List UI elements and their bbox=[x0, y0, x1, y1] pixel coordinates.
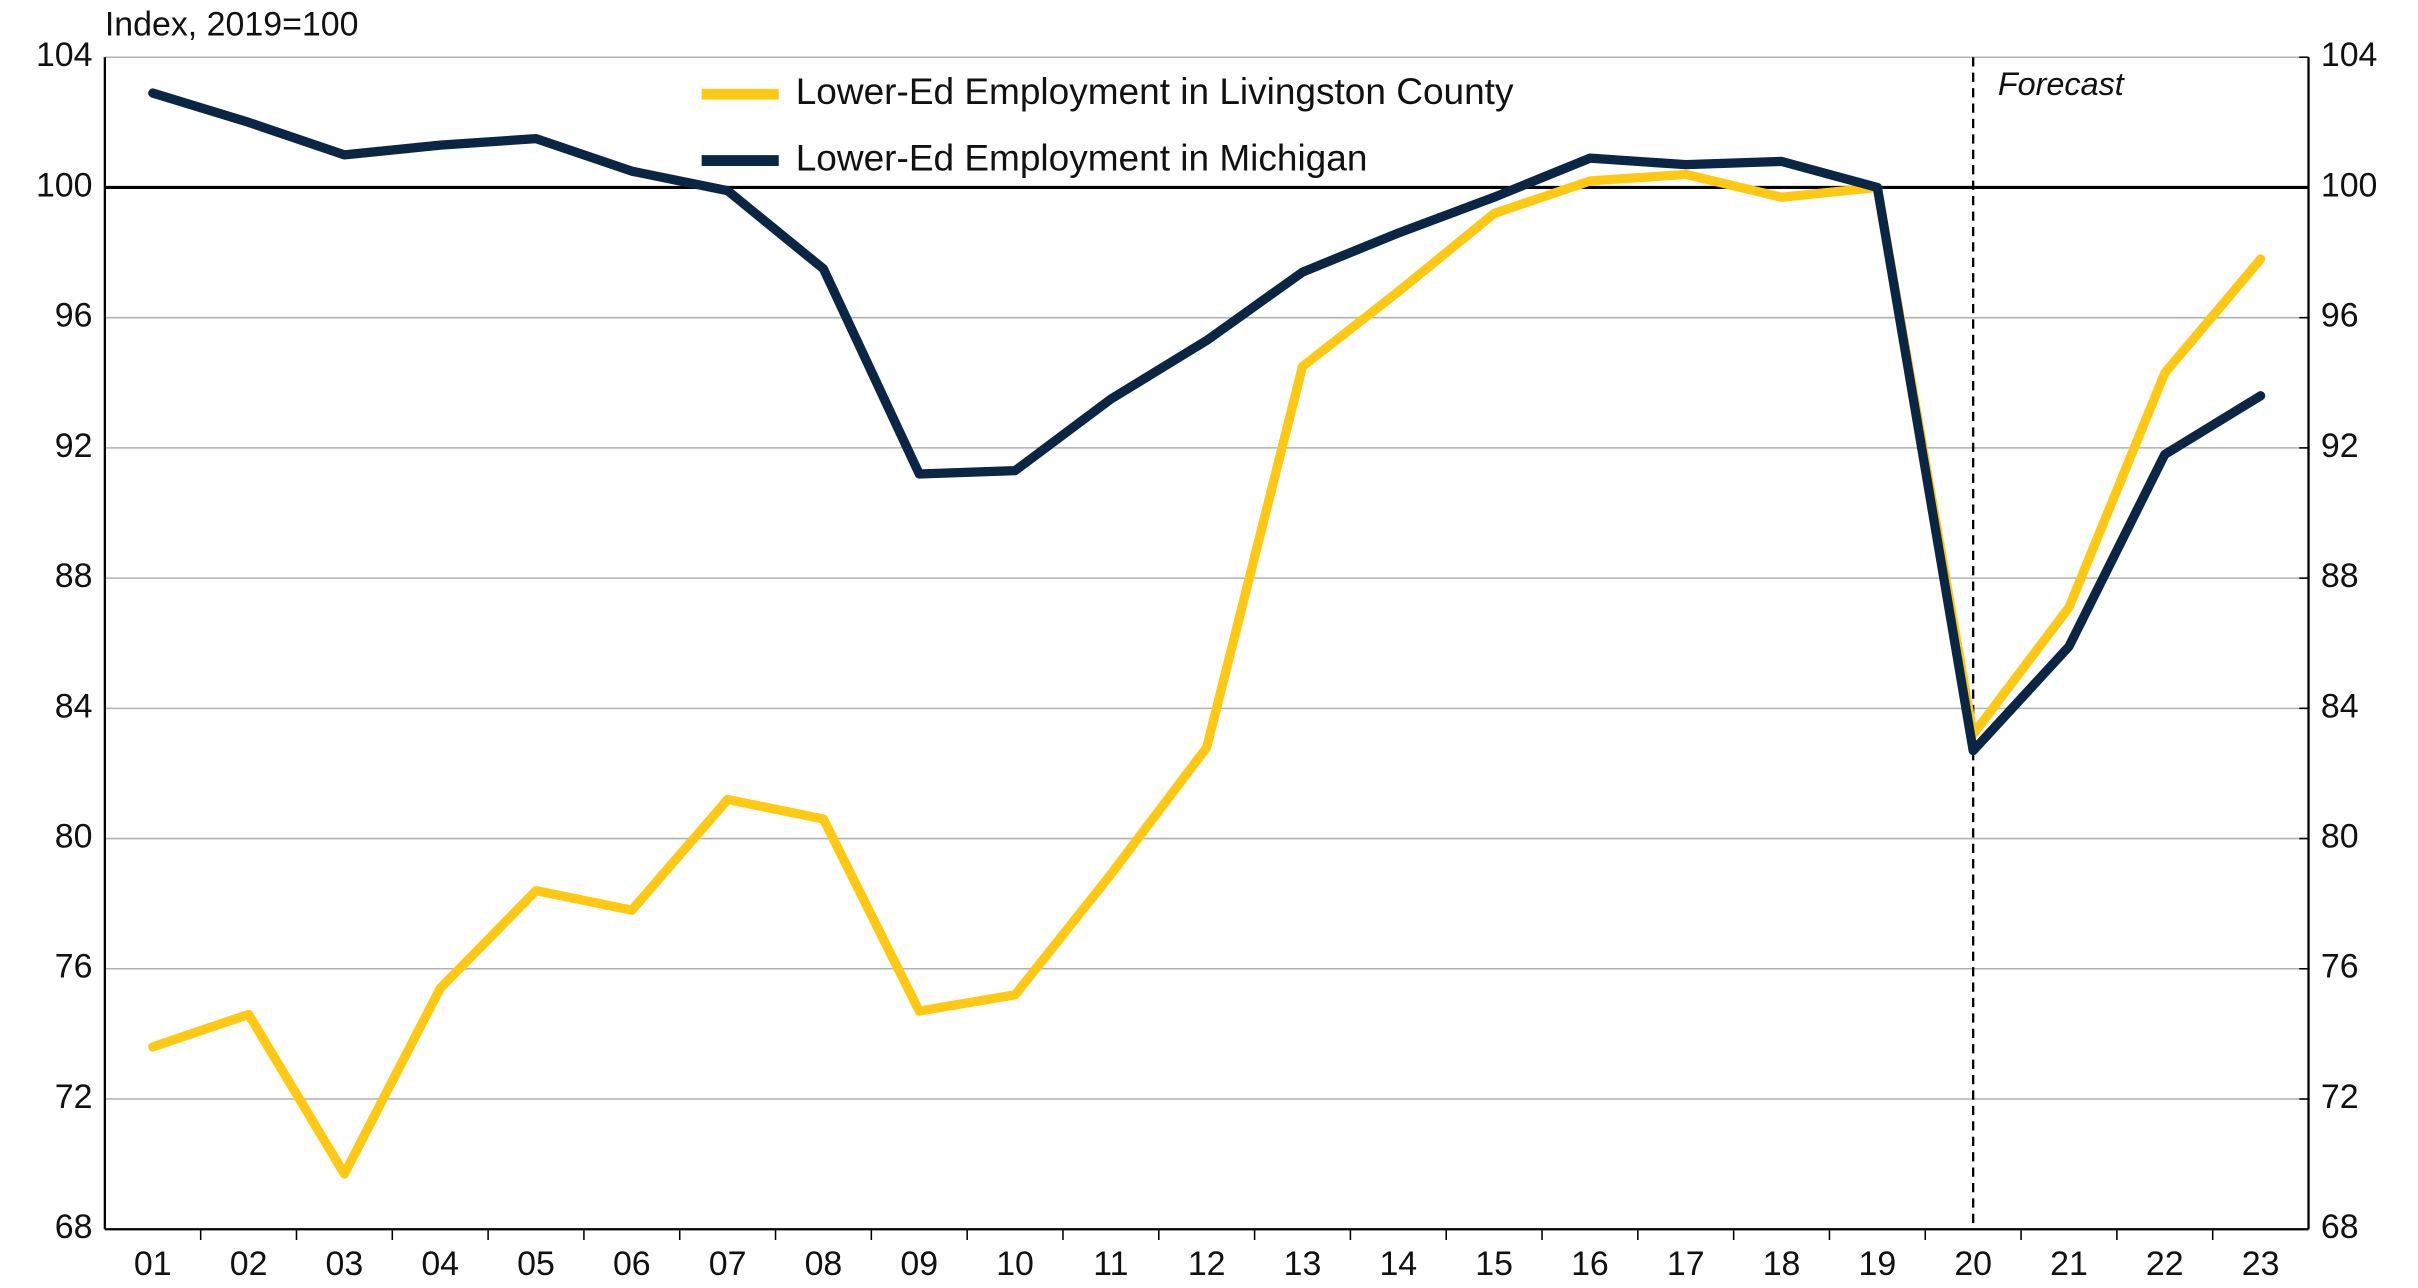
y-tick-label: 84 bbox=[55, 687, 93, 725]
x-tick-label: 20 bbox=[1954, 1245, 1992, 1283]
x-tick-label: 18 bbox=[1763, 1245, 1801, 1283]
y-tick-label: 96 bbox=[55, 297, 93, 335]
x-tick-label: 12 bbox=[1188, 1245, 1226, 1283]
x-tick-label: 13 bbox=[1284, 1245, 1322, 1283]
x-tick-label: 04 bbox=[421, 1245, 459, 1283]
x-tick-label: 09 bbox=[900, 1245, 938, 1283]
x-tick-label: 03 bbox=[326, 1245, 364, 1283]
legend-label: Lower-Ed Employment in Michigan bbox=[796, 136, 1368, 178]
y2-tick-label: 68 bbox=[2321, 1208, 2359, 1246]
y2-tick-label: 100 bbox=[2321, 166, 2378, 204]
y-tick-label: 100 bbox=[36, 166, 93, 204]
x-tick-label: 14 bbox=[1379, 1245, 1417, 1283]
x-tick-label: 11 bbox=[1093, 1245, 1128, 1283]
y-tick-label: 92 bbox=[55, 427, 93, 465]
x-tick-label: 10 bbox=[996, 1245, 1034, 1283]
x-tick-label: 01 bbox=[134, 1245, 172, 1283]
y2-tick-label: 92 bbox=[2321, 427, 2359, 465]
y-tick-label: 88 bbox=[55, 557, 93, 595]
y-tick-label: 68 bbox=[55, 1208, 93, 1246]
y-tick-label: 72 bbox=[55, 1078, 93, 1116]
y2-tick-label: 84 bbox=[2321, 687, 2359, 725]
legend-label: Lower-Ed Employment in Livingston County bbox=[796, 70, 1514, 112]
y2-tick-label: 96 bbox=[2321, 297, 2359, 335]
x-tick-label: 21 bbox=[2050, 1245, 2088, 1283]
y-tick-label: 80 bbox=[55, 818, 93, 856]
series-line bbox=[148, 169, 2266, 1179]
series-line bbox=[148, 88, 2266, 756]
annotation: Forecast bbox=[1998, 66, 2126, 102]
y-tick-label: 76 bbox=[55, 948, 93, 986]
x-tick-label: 05 bbox=[517, 1245, 555, 1283]
y-axis-label: Index, 2019=100 bbox=[105, 5, 359, 43]
y2-tick-label: 80 bbox=[2321, 818, 2359, 856]
y2-tick-label: 72 bbox=[2321, 1078, 2359, 1116]
x-tick-label: 06 bbox=[613, 1245, 651, 1283]
x-tick-label: 15 bbox=[1475, 1245, 1513, 1283]
x-tick-label: 19 bbox=[1859, 1245, 1897, 1283]
x-tick-label: 16 bbox=[1571, 1245, 1609, 1283]
x-tick-label: 17 bbox=[1667, 1245, 1705, 1283]
x-tick-label: 07 bbox=[709, 1245, 747, 1283]
x-tick-label: 22 bbox=[2146, 1245, 2184, 1283]
x-tick-label: 23 bbox=[2242, 1245, 2280, 1283]
y2-tick-label: 76 bbox=[2321, 948, 2359, 986]
x-tick-label: 08 bbox=[805, 1245, 843, 1283]
y2-tick-label: 104 bbox=[2321, 36, 2378, 74]
y2-tick-label: 88 bbox=[2321, 557, 2359, 595]
x-tick-label: 02 bbox=[230, 1245, 268, 1283]
y-tick-label: 104 bbox=[36, 36, 93, 74]
